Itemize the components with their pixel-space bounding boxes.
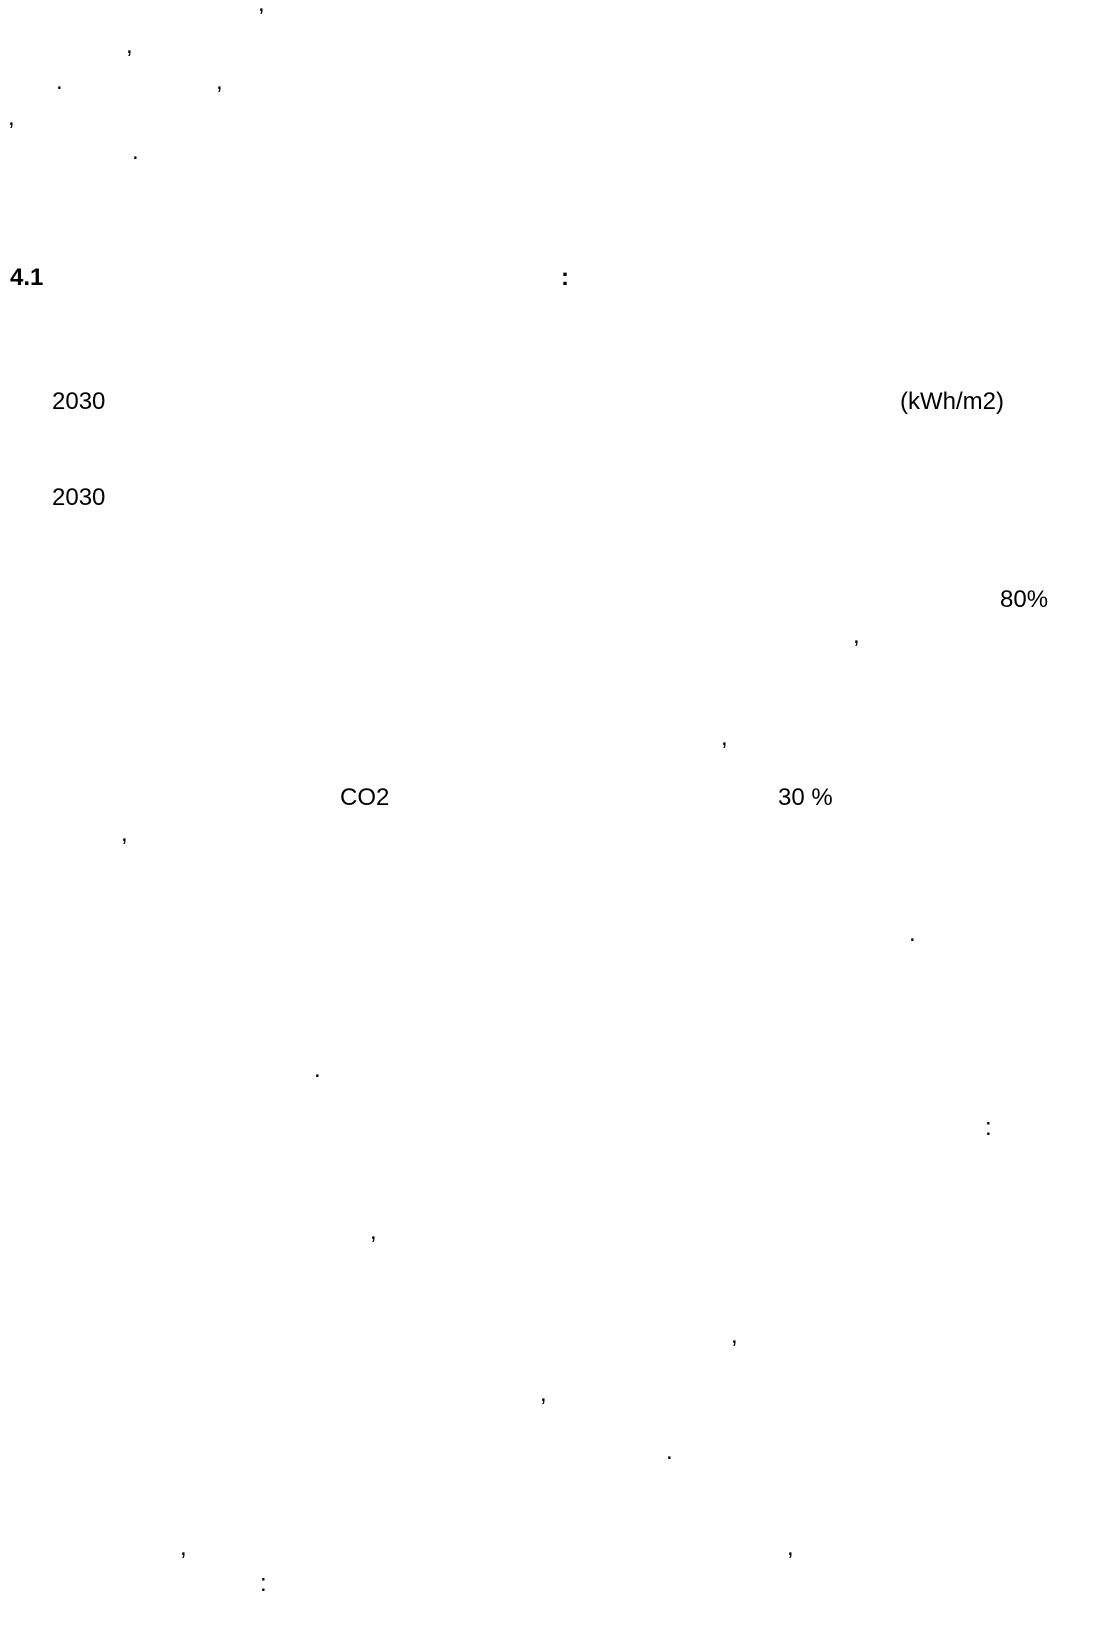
punctuation-comma: , <box>126 32 133 59</box>
percentage-30: 30 % <box>778 784 833 811</box>
year-2030: 2030 <box>52 388 106 415</box>
punctuation-period: . <box>909 920 916 947</box>
punctuation-colon: : <box>985 1114 992 1141</box>
punctuation-period: . <box>314 1056 321 1083</box>
punctuation-comma: , <box>8 104 15 131</box>
punctuation-comma: , <box>731 1322 738 1349</box>
punctuation-comma: , <box>787 1534 794 1561</box>
punctuation-comma: , <box>540 1380 547 1407</box>
punctuation-comma: , <box>370 1218 377 1245</box>
section-heading-colon: : <box>561 264 569 291</box>
unit-kwh-per-m2: (kWh/m2) <box>900 388 1004 415</box>
punctuation-comma: , <box>721 724 728 751</box>
section-heading-number: 4.1 <box>10 264 44 291</box>
punctuation-period: . <box>132 138 139 165</box>
punctuation-comma: , <box>121 820 128 847</box>
punctuation-comma: , <box>258 0 265 17</box>
co2-label: CO2 <box>340 784 390 811</box>
punctuation-comma: , <box>216 68 223 95</box>
year-2030: 2030 <box>52 484 106 511</box>
punctuation-colon: : <box>260 1570 267 1597</box>
punctuation-comma: , <box>853 622 860 649</box>
punctuation-period: . <box>666 1438 673 1465</box>
punctuation-comma: , <box>180 1534 187 1561</box>
percentage-80: 80% <box>1000 586 1049 613</box>
punctuation-period: . <box>56 68 63 95</box>
